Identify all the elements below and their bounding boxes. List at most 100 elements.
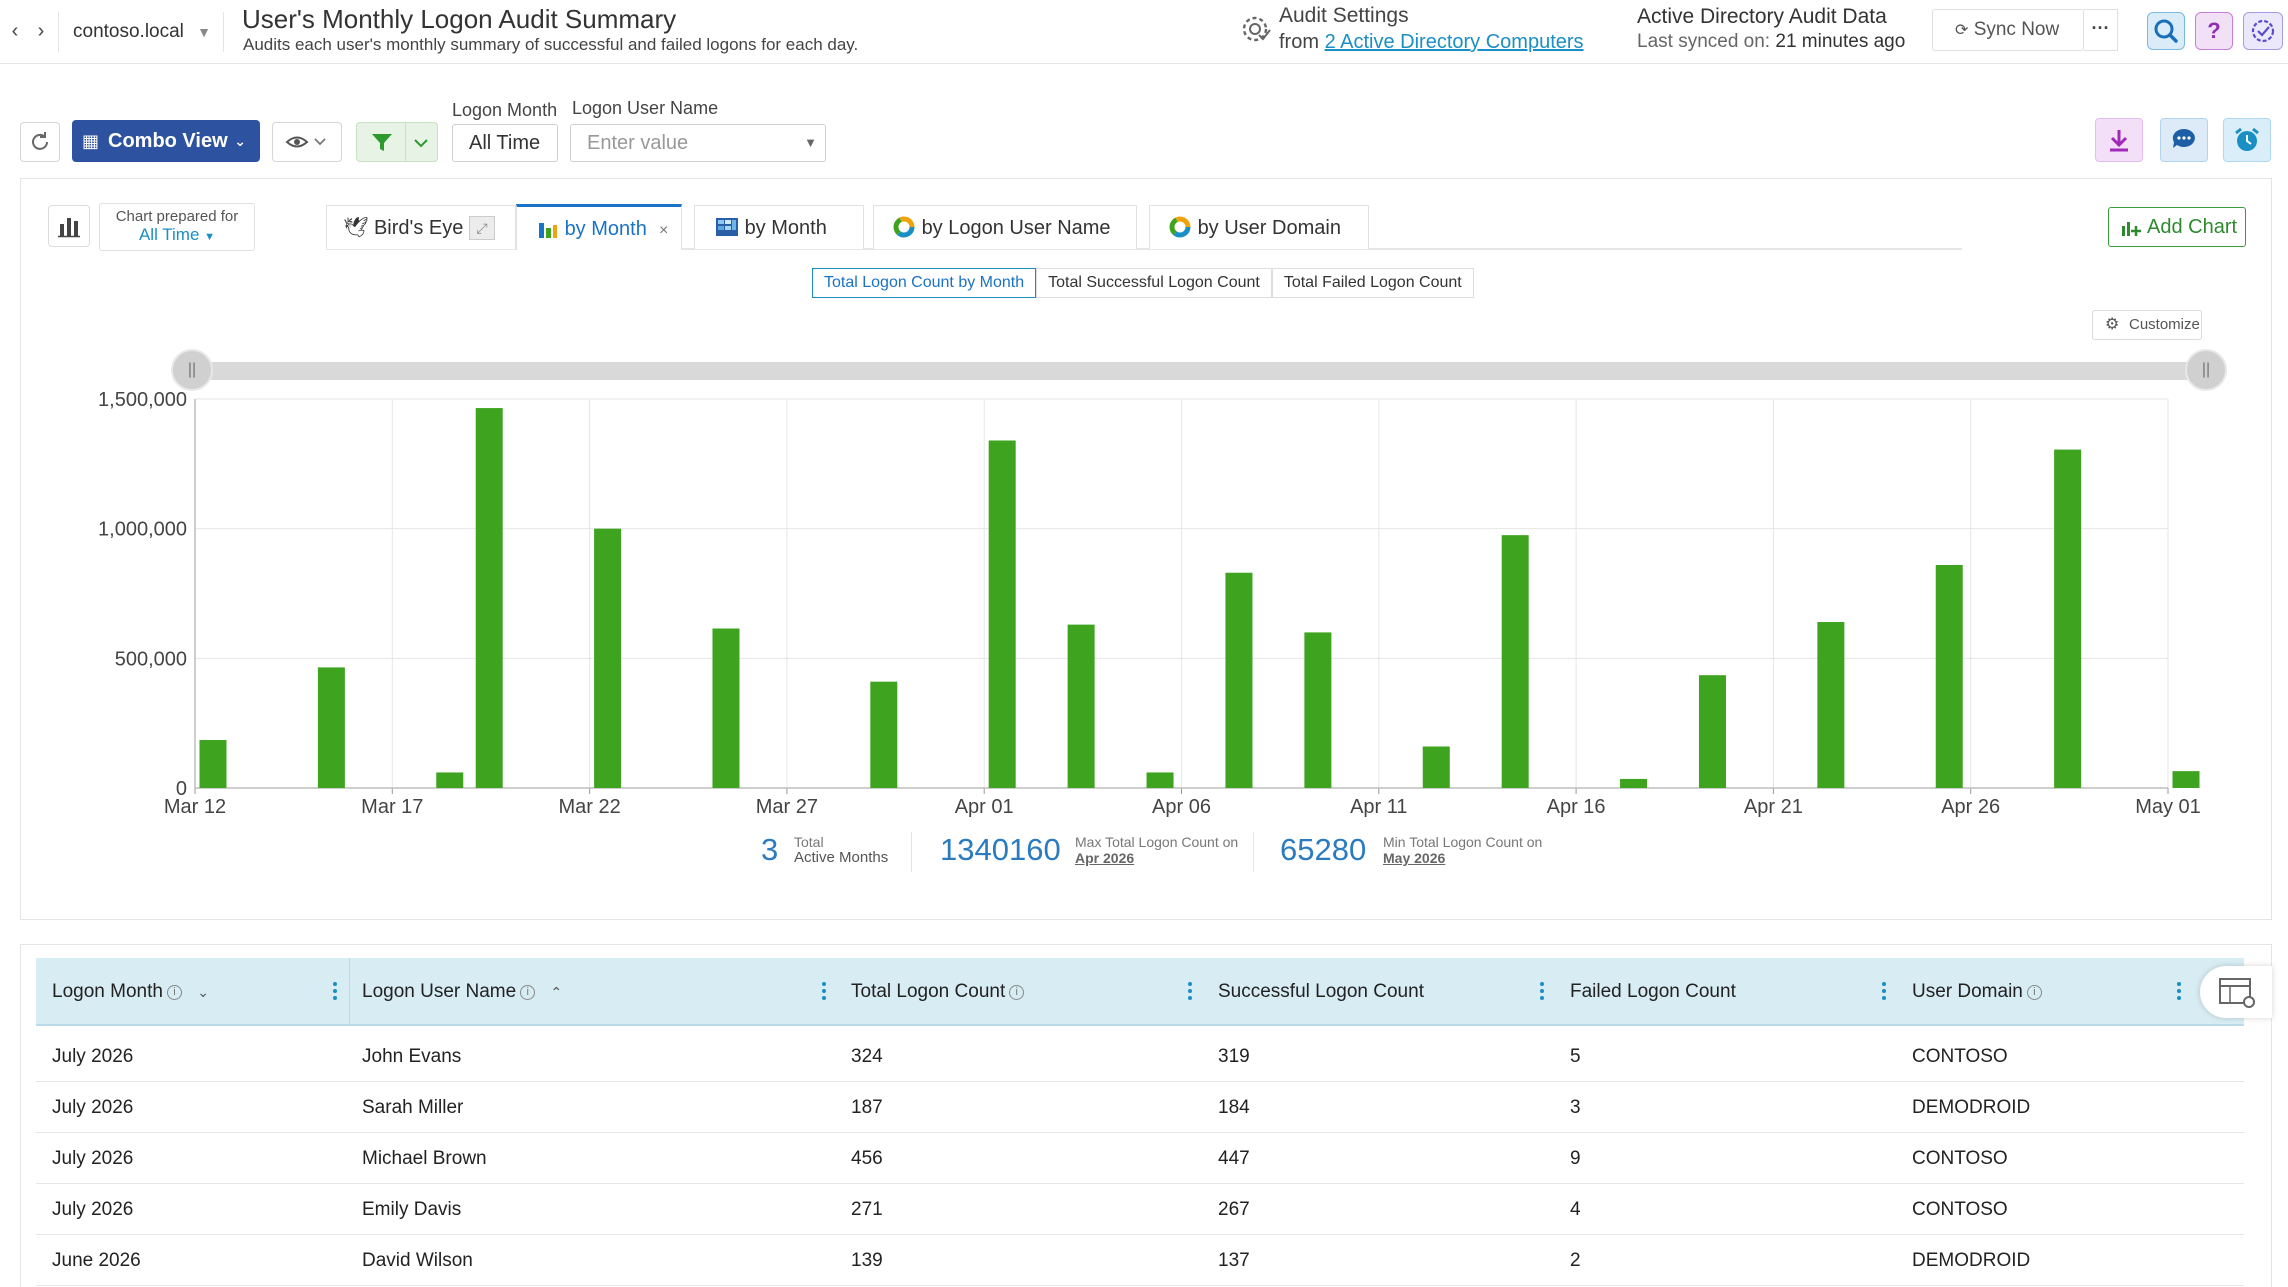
audit-settings-label: Audit Settings xyxy=(1279,4,1409,27)
search-button[interactable] xyxy=(2147,12,2185,50)
tasks-button[interactable] xyxy=(2243,12,2283,50)
x-tick-label: Apr 26 xyxy=(1941,796,2000,818)
check-circle-icon xyxy=(2251,19,2275,43)
table-row[interactable]: July 2026 Michael Brown 456 447 9 CONTOSO xyxy=(36,1133,2244,1184)
range-slider-track[interactable] xyxy=(190,362,2206,380)
logon-user-name-input[interactable]: Enter value ▼ xyxy=(570,124,826,162)
column-menu-icon[interactable] xyxy=(2176,982,2182,1004)
column-menu-icon[interactable] xyxy=(1539,982,1545,1004)
forward-arrow-icon[interactable]: › xyxy=(37,20,45,42)
tab-label: Bird's Eye xyxy=(373,217,464,239)
stat-divider xyxy=(911,832,912,872)
combo-view-icon: ▦ xyxy=(82,131,100,151)
sort-desc-icon[interactable]: ⌄ xyxy=(197,984,209,1000)
table-cell: CONTOSO xyxy=(1912,1199,2008,1220)
subtab-successful-logon-count[interactable]: Total Successful Logon Count xyxy=(1036,268,1272,298)
table-settings-icon xyxy=(2219,978,2255,1008)
tab-by-logon-user-name[interactable]: by Logon User Name xyxy=(873,205,1137,249)
back-arrow-icon[interactable]: ‹ xyxy=(11,20,19,42)
column-header-logon-user-name[interactable]: Logon User Name i ⌃ xyxy=(362,958,562,1026)
gear-icon: ⚙ xyxy=(2105,316,2120,333)
refresh-button[interactable] xyxy=(20,122,60,162)
chart-period-selector[interactable]: Chart prepared for All Time ▼ xyxy=(99,203,255,251)
add-chart-icon xyxy=(2122,222,2141,236)
x-tick-label: Apr 16 xyxy=(1547,796,1606,818)
logon-month-field[interactable]: All Time xyxy=(452,124,558,162)
info-icon[interactable]: i xyxy=(520,985,536,1000)
table-cell: June 2026 xyxy=(52,1250,141,1271)
stat-active-months-value: 3 xyxy=(761,832,779,867)
expand-icon[interactable]: ⤢ xyxy=(469,216,495,240)
table-row[interactable]: June 2026 David Wilson 139 137 2 DEMODROID xyxy=(36,1235,2244,1286)
sync-now-button[interactable]: ⟳ Sync Now xyxy=(1932,9,2084,51)
schedule-button[interactable] xyxy=(2223,118,2271,162)
column-header-successful-logon-count[interactable]: Successful Logon Count xyxy=(1218,958,1424,1026)
column-menu-icon[interactable] xyxy=(821,982,827,1004)
table-cell: July 2026 xyxy=(52,1148,134,1169)
table-cell: 187 xyxy=(851,1097,883,1118)
chart-prepared-value: All Time xyxy=(138,225,200,244)
table-cell: July 2026 xyxy=(52,1046,134,1067)
download-button[interactable] xyxy=(2095,118,2143,162)
domain-selector[interactable]: contoso.local ▼ xyxy=(58,12,224,52)
bar-chart-icon xyxy=(539,223,557,238)
tab-by-month-heatmap[interactable]: by Month xyxy=(694,205,864,249)
column-menu-icon[interactable] xyxy=(1187,982,1193,1004)
customize-button[interactable]: ⚙ Customize xyxy=(2092,310,2202,340)
column-header-failed-logon-count[interactable]: Failed Logon Count xyxy=(1570,958,1736,1026)
x-tick-label: May 01 xyxy=(2135,796,2201,818)
column-menu-icon[interactable] xyxy=(1881,982,1887,1004)
column-header-logon-month[interactable]: Logon Month i ⌄ xyxy=(52,958,209,1026)
page-title: User's Monthly Logon Audit Summary xyxy=(242,4,677,34)
table-row[interactable]: July 2026 John Evans 324 319 5 CONTOSO xyxy=(36,1031,2244,1082)
info-icon[interactable]: i xyxy=(166,985,182,1000)
bird-icon: 🕊 xyxy=(343,217,369,239)
close-icon[interactable]: × xyxy=(659,222,669,239)
audit-from-prefix: from xyxy=(1279,31,1319,53)
heatmap-icon xyxy=(716,218,738,236)
visibility-button[interactable] xyxy=(272,122,342,162)
add-chart-button[interactable]: Add Chart xyxy=(2108,207,2246,247)
comment-button[interactable] xyxy=(2160,118,2208,162)
bar xyxy=(1935,564,1963,788)
column-title: Failed Logon Count xyxy=(1570,981,1736,1002)
audit-gear-icon[interactable] xyxy=(1237,10,1275,48)
column-header-user-domain[interactable]: User Domain i xyxy=(1912,958,2042,1026)
column-title: Successful Logon Count xyxy=(1218,981,1424,1002)
column-header-total-logon-count[interactable]: Total Logon Count i xyxy=(851,958,1025,1026)
chevron-down-icon[interactable] xyxy=(411,133,431,153)
table-settings-button[interactable] xyxy=(2200,966,2272,1018)
more-options-button[interactable]: ··· xyxy=(2084,9,2118,51)
stat-max-value: 1340160 xyxy=(940,832,1061,867)
combo-view-button[interactable]: ▦ Combo View ⌄ xyxy=(72,120,260,162)
column-title: User Domain xyxy=(1912,981,2023,1002)
column-divider xyxy=(349,958,350,1026)
tab-by-user-domain[interactable]: by User Domain xyxy=(1149,205,1369,249)
range-slider-right-handle[interactable]: || xyxy=(2185,349,2227,391)
stat-max-month-link[interactable]: Apr 2026 xyxy=(1075,850,1135,866)
bar xyxy=(475,408,503,788)
tab-by-month-bar[interactable]: by Month × xyxy=(516,204,682,250)
audit-computers-link[interactable]: 2 Active Directory Computers xyxy=(1324,31,1584,53)
sync-now-label: Sync Now xyxy=(1973,19,2060,40)
column-menu-icon[interactable] xyxy=(332,982,338,1004)
table-row[interactable]: July 2026 Emily Davis 271 267 4 CONTOSO xyxy=(36,1184,2244,1235)
range-slider-left-handle[interactable]: || xyxy=(171,349,213,391)
bar-chart-icon xyxy=(58,218,80,238)
help-button[interactable]: ? xyxy=(2195,12,2233,50)
table-cell: David Wilson xyxy=(362,1250,473,1271)
info-icon[interactable]: i xyxy=(2026,985,2042,1000)
tab-birds-eye[interactable]: 🕊 Bird's Eye ⤢ xyxy=(326,205,516,249)
table-cell: John Evans xyxy=(362,1046,462,1067)
eye-icon xyxy=(285,136,326,148)
table-row[interactable]: July 2026 Sarah Miller 187 184 3 DEMODROID xyxy=(36,1082,2244,1133)
sort-asc-icon[interactable]: ⌃ xyxy=(550,984,563,1000)
chevron-down-icon: ▼ xyxy=(197,24,211,40)
stat-label-line1: Max Total Logon Count on xyxy=(1075,834,1239,850)
chart-toggle-button[interactable] xyxy=(48,205,90,247)
info-icon[interactable]: i xyxy=(1009,985,1025,1000)
subtab-failed-logon-count[interactable]: Total Failed Logon Count xyxy=(1271,268,1474,298)
subtab-total-logon-count[interactable]: Total Logon Count by Month xyxy=(812,268,1037,298)
filter-button[interactable] xyxy=(356,122,438,162)
stat-min-month-link[interactable]: May 2026 xyxy=(1383,850,1446,866)
